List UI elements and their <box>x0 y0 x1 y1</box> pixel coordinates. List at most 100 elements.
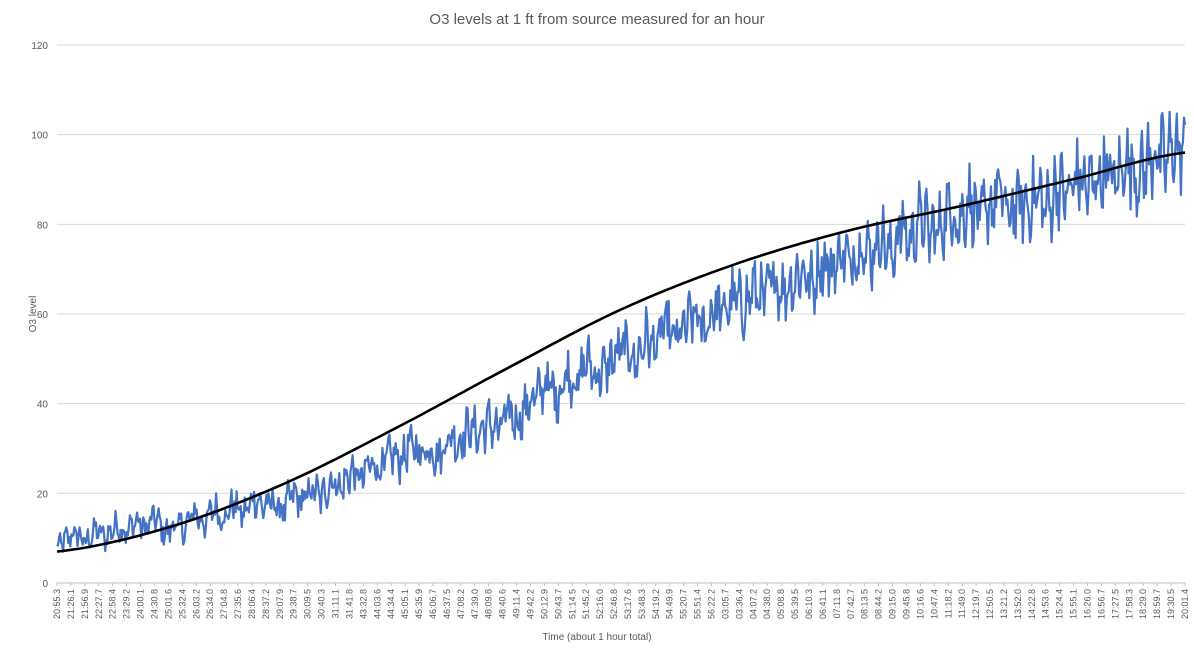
x-tick-label: 49:11.4 <box>512 589 522 618</box>
x-tick-label: 28:37.2 <box>261 589 271 619</box>
y-tick-label: 80 <box>37 220 49 231</box>
x-tick-label: 52:46.8 <box>609 589 619 619</box>
x-tick-label: 11:18.2 <box>943 589 953 618</box>
x-tick-label: 29:07.9 <box>275 589 285 619</box>
x-tick-label: 56:22.2 <box>707 589 717 619</box>
x-tick-label: 45:35.9 <box>414 589 424 619</box>
x-tick-label: 47:08.2 <box>456 589 466 619</box>
x-tick-label: 54:49.9 <box>665 589 675 619</box>
x-tick-label: 09:45.8 <box>901 589 911 619</box>
y-tick-label: 120 <box>31 41 48 52</box>
x-tick-label: 21:26.1 <box>66 589 76 619</box>
x-tick-label: 12:19.7 <box>971 589 981 619</box>
x-tick-label: 44:03.6 <box>372 589 382 619</box>
y-tick-label: 100 <box>31 131 48 142</box>
x-tick-label: 19:30.5 <box>1166 589 1176 619</box>
x-tick-label: 16:26.0 <box>1083 589 1093 619</box>
x-tick-label: 48:09.8 <box>484 589 494 619</box>
x-tick-label: 22:27.7 <box>94 589 104 619</box>
x-tick-label: 06:41.1 <box>818 589 828 619</box>
x-tick-label: 25:01.6 <box>163 589 173 619</box>
x-tick-label: 20:01.4 <box>1180 589 1190 619</box>
x-tick-label: 08:44.2 <box>874 589 884 619</box>
x-tick-label: 51:45.2 <box>581 589 591 619</box>
x-tick-label: 14:22.8 <box>1027 589 1037 619</box>
x-tick-label: 13:21.2 <box>999 589 1009 619</box>
x-tick-label: 22:58.4 <box>108 589 118 619</box>
x-tick-label: 43:32.8 <box>358 589 368 619</box>
x-tick-label: 25:32.4 <box>177 589 187 619</box>
x-tick-label: 04:07.2 <box>748 589 758 619</box>
series-layer <box>56 110 1187 553</box>
x-tick-label: 15:55.1 <box>1069 589 1079 619</box>
gridlines <box>57 44 1185 584</box>
x-tick-label: 16:56.7 <box>1096 589 1106 619</box>
x-tick-label: 07:42.7 <box>846 589 856 619</box>
x-tick-label: 49:42.2 <box>525 589 535 619</box>
x-tick-label: 06:10.3 <box>804 589 814 619</box>
x-tick-label: 31:41.8 <box>344 589 354 619</box>
x-tick-label: 47:39.0 <box>470 589 480 619</box>
x-tick-label: 13:52.0 <box>1013 589 1023 619</box>
y-tick-label: 20 <box>37 489 49 500</box>
x-tick-label: 46:06.7 <box>428 589 438 619</box>
chart-title: O3 levels at 1 ft from source measured f… <box>429 11 764 28</box>
x-tick-label: 03:05.7 <box>720 589 730 619</box>
x-tick-label: 50:43.7 <box>553 589 563 619</box>
x-tick-label: 11:49.0 <box>957 589 967 618</box>
x-tick-label: 46:37.5 <box>442 589 452 619</box>
x-tick-label: 55:20.7 <box>679 589 689 619</box>
x-tick-label: 08:13.5 <box>860 589 870 619</box>
x-tick-label: 10:16.6 <box>915 589 925 619</box>
x-tick-label: 24:00.1 <box>136 589 146 619</box>
x-tick-label: 28:06.4 <box>247 589 257 619</box>
x-tick-label: 09:15.0 <box>888 589 898 619</box>
x-tick-label: 54:19.2 <box>651 589 661 619</box>
y-tick-label: 0 <box>42 579 48 590</box>
x-tick-label: 03:36.4 <box>734 589 744 619</box>
x-axis-label: Time (about 1 hour total) <box>542 632 651 643</box>
x-tick-label: 53:48.3 <box>637 589 647 619</box>
x-tick-label: 12:50.5 <box>985 589 995 619</box>
x-tick-label: 20:55.3 <box>52 589 62 619</box>
x-tick-label: 52:16.0 <box>595 589 605 619</box>
y-tick-label: 40 <box>37 400 49 411</box>
x-tick-label: 18:59.7 <box>1152 589 1162 619</box>
x-tick-label: 48:40.6 <box>498 589 508 619</box>
x-tick-label: 26:03.2 <box>191 589 201 619</box>
x-tick-label: 29:38.7 <box>289 589 299 619</box>
x-tick-label: 30:40.3 <box>317 589 327 619</box>
x-tick-label: 17:27.5 <box>1110 589 1120 619</box>
x-tick-label: 27:35.6 <box>233 589 243 619</box>
x-tick-label: 05:08.8 <box>776 589 786 619</box>
x-tick-label: 44:34.4 <box>386 589 396 619</box>
x-tick-label: 07:11.8 <box>832 589 842 618</box>
x-tick-label: 05:39.5 <box>790 589 800 619</box>
x-tick-labels: 20:55.3 21:26.1 21:56.9 22:27.7 22:58.4 23:29… <box>52 583 1190 619</box>
x-tick-label: 18:29.0 <box>1138 589 1148 619</box>
x-tick-label: 23:29.2 <box>122 589 132 619</box>
x-tick-label: 10:47.4 <box>929 589 939 619</box>
x-tick-label: 31:11.1 <box>331 589 341 618</box>
x-tick-label: 24:30.8 <box>149 589 159 619</box>
x-tick-label: 17:58.3 <box>1124 589 1134 619</box>
y-axis-label: O3 level <box>28 296 39 333</box>
x-tick-label: 55:51.4 <box>693 589 703 619</box>
x-tick-label: 14:53.6 <box>1041 589 1051 619</box>
x-tick-label: 45:05.1 <box>400 589 410 619</box>
x-tick-label: 27:04.8 <box>219 589 229 619</box>
series-line-trend <box>56 151 1186 553</box>
y-tick-label: 60 <box>37 310 49 321</box>
series-line-measurements <box>56 110 1187 553</box>
y-tick-labels: 0 20 40 60 80 100 120 <box>31 41 48 590</box>
x-tick-label: 30:09.5 <box>303 589 313 619</box>
x-tick-label: 50:12.9 <box>539 589 549 619</box>
x-tick-label: 26:34.0 <box>205 589 215 619</box>
x-tick-label: 21:56.9 <box>80 589 90 619</box>
x-tick-label: 04:38.0 <box>762 589 772 619</box>
x-tick-label: 53:17.6 <box>623 589 633 619</box>
x-tick-label: 15:24.4 <box>1055 589 1065 619</box>
x-tick-label: 51:14.5 <box>567 589 577 619</box>
